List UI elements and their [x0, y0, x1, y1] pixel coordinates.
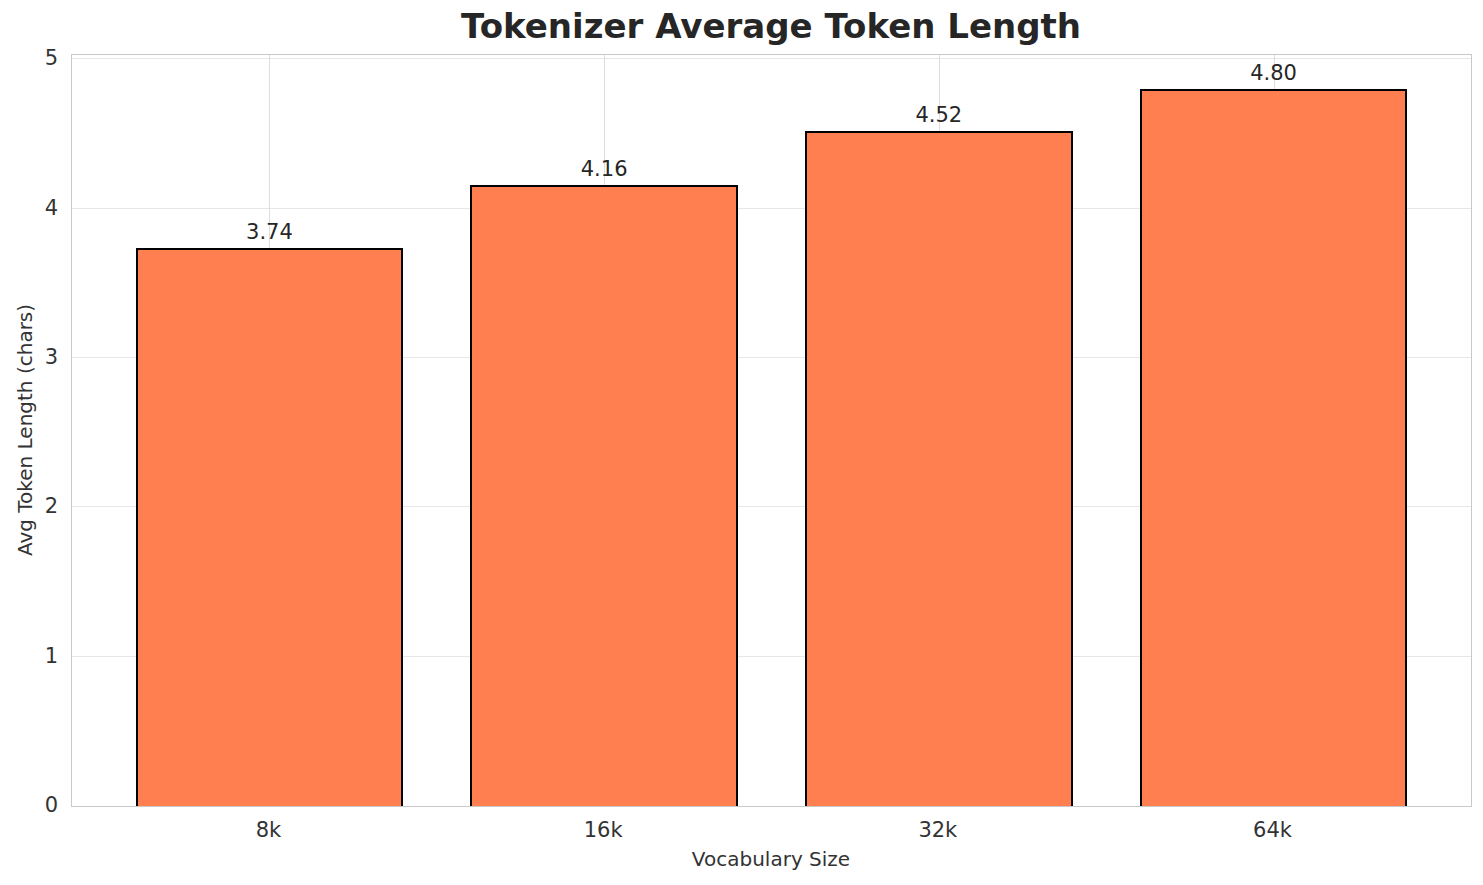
y-tick-label: 4 [0, 195, 58, 221]
bar-chart-figure: Tokenizer Average Token Length Avg Token… [0, 0, 1483, 885]
x-tick-label: 32k [918, 818, 957, 842]
chart-title: Tokenizer Average Token Length [461, 6, 1081, 46]
bar [470, 185, 738, 806]
y-tick-label: 1 [0, 643, 58, 669]
bar-value-label: 3.74 [246, 220, 293, 244]
bar [1140, 89, 1408, 806]
y-tick-label: 2 [0, 493, 58, 519]
y-tick-label: 5 [0, 45, 58, 71]
y-tick-label: 3 [0, 344, 58, 370]
bar-value-label: 4.52 [915, 103, 962, 127]
bar [805, 131, 1073, 806]
x-tick-label: 64k [1253, 818, 1292, 842]
y-tick-label: 0 [0, 792, 58, 818]
plot-area: 3.74 4.16 4.52 4.80 [71, 54, 1472, 807]
grid-line-y [72, 58, 1471, 59]
x-tick-label: 16k [584, 818, 623, 842]
x-axis-label: Vocabulary Size [692, 847, 850, 871]
bar-value-label: 4.80 [1250, 61, 1297, 85]
bar [136, 248, 404, 806]
bar-value-label: 4.16 [581, 157, 628, 181]
x-tick-label: 8k [256, 818, 282, 842]
